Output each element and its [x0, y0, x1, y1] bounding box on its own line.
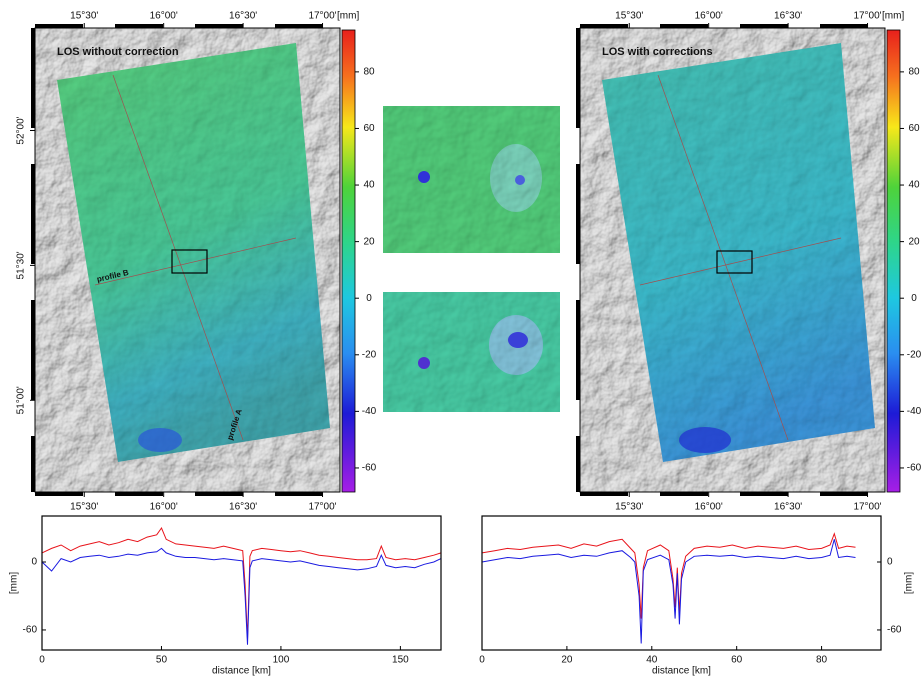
x-tick-label: 80: [816, 655, 828, 666]
x-tick-label: 40: [646, 655, 658, 666]
x-tick-label: 15°30': [70, 502, 98, 513]
colorbar-tick-label: -60: [362, 463, 377, 474]
colorbar-tick-label: -20: [907, 349, 921, 360]
x-tick-label: 16°30': [774, 11, 802, 22]
x-tick-label: 17°00': [853, 502, 881, 513]
x-tick-label: 16°00': [695, 11, 723, 22]
colorbar-tick-label: 60: [363, 123, 375, 134]
y-axis-label: [mm]: [904, 572, 915, 594]
y-tick-label: -60: [23, 625, 38, 636]
colorbar-tick-label: -20: [362, 349, 377, 360]
colorbar-tick-label: -60: [907, 463, 921, 474]
profile-b: [639, 237, 842, 286]
x-tick-label: 16°30': [229, 11, 257, 22]
inset-spot: [515, 175, 525, 185]
y-tick-label: 51°00': [16, 386, 27, 414]
x-tick-label: 16°00': [150, 11, 178, 22]
x-tick-label: 150: [392, 655, 409, 666]
map-title: LOS with corrections: [602, 46, 713, 58]
y-tick-label: 0: [887, 557, 893, 568]
maps: [35, 28, 885, 492]
x-tick-label: 17°00': [853, 11, 881, 22]
y-tick-label: 52°00': [16, 116, 27, 144]
series-line: [41, 547, 442, 645]
inset-spot: [418, 357, 430, 369]
y-tick-label: 51°30': [16, 251, 27, 279]
x-tick-label: 17°00': [308, 502, 336, 513]
x-tick-label: 15°30': [70, 11, 98, 22]
colorbar-tick-label: 80: [908, 67, 920, 78]
plot-frame: [481, 515, 882, 651]
colorbar: [341, 29, 356, 493]
x-tick-label: 16°30': [774, 502, 802, 513]
x-axis-label: distance [km]: [652, 666, 711, 677]
colorbar-tick-label: 80: [363, 67, 375, 78]
colorbar-tick-label: 20: [908, 236, 920, 247]
series-line: [481, 539, 856, 644]
map-image: [580, 28, 885, 492]
inset-box: [171, 249, 208, 274]
inset-box: [716, 250, 753, 274]
colorbar-tick-label: -40: [907, 406, 921, 417]
colorbar-label: [mm]: [882, 11, 904, 22]
y-axis-label: [mm]: [9, 572, 20, 594]
colorbar: [886, 29, 901, 493]
insets: [383, 106, 560, 412]
y-tick-label: -60: [887, 625, 902, 636]
plot-frame: [41, 515, 442, 651]
colorbar-tick-label: 40: [908, 180, 920, 191]
subsidence: [679, 427, 731, 453]
profile-a: [112, 74, 244, 441]
colorbar-tick-label: 20: [363, 236, 375, 247]
x-tick-label: 16°30': [229, 502, 257, 513]
inset-spot: [508, 332, 528, 348]
colorbar-tick-label: 40: [363, 180, 375, 191]
x-tick-label: 15°30': [615, 11, 643, 22]
profile-b: [94, 237, 297, 286]
x-tick-label: 50: [156, 655, 168, 666]
map-title: LOS without correction: [57, 46, 179, 58]
inset-spot: [418, 171, 430, 183]
x-tick-label: 16°00': [695, 502, 723, 513]
y-tick-label: 0: [31, 557, 37, 568]
x-tick-label: 0: [39, 655, 45, 666]
profile-a: [657, 74, 789, 441]
x-tick-label: 17°00': [308, 11, 336, 22]
interferogram: [602, 43, 875, 462]
colorbar-tick-label: 0: [366, 293, 372, 304]
x-tick-label: 16°00': [150, 502, 178, 513]
series-line: [41, 526, 442, 640]
x-tick-label: 60: [731, 655, 743, 666]
x-tick-label: 20: [561, 655, 573, 666]
x-axis-label: distance [km]: [212, 666, 271, 677]
series-line: [481, 532, 856, 619]
subsidence: [138, 428, 182, 452]
colorbar-tick-label: -40: [362, 406, 377, 417]
x-tick-label: 0: [479, 655, 485, 666]
map-image: [35, 28, 340, 492]
x-tick-label: 100: [273, 655, 290, 666]
x-tick-label: 15°30': [615, 502, 643, 513]
interferogram: [57, 43, 330, 462]
colorbar-tick-label: 60: [908, 123, 920, 134]
colorbar-tick-label: 0: [911, 293, 917, 304]
colorbar-label: [mm]: [337, 11, 359, 22]
